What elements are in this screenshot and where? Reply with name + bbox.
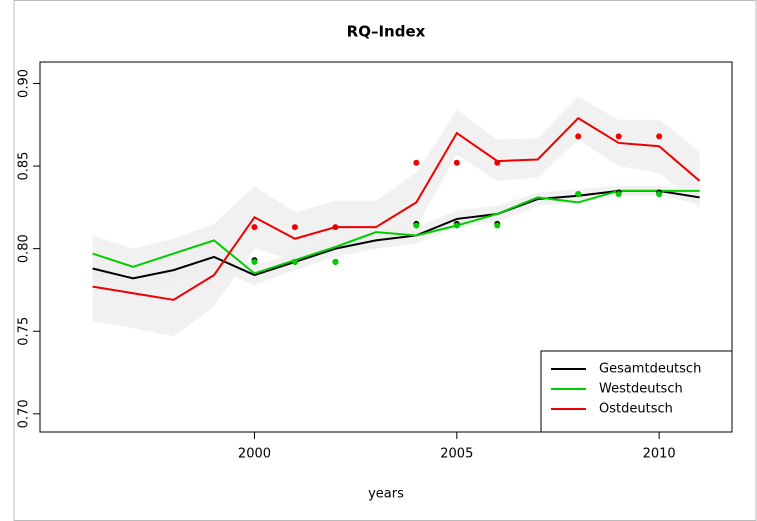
data-point: [575, 133, 582, 140]
data-point: [453, 222, 460, 229]
data-point: [615, 133, 622, 140]
data-point: [332, 258, 339, 265]
y-tick-label: 0.90: [17, 69, 32, 98]
x-tick-label: 2005: [440, 447, 473, 462]
series-line: [92, 189, 700, 280]
data-point: [291, 224, 298, 231]
legend-label: Westdeutsch: [599, 382, 683, 397]
data-point: [575, 191, 582, 198]
data-point: [494, 159, 501, 166]
x-tick-label: 2000: [238, 447, 271, 462]
legend-label: Gesamtdeutsch: [599, 362, 701, 377]
data-point: [291, 258, 298, 265]
data-point: [656, 133, 663, 140]
y-tick-label: 0.80: [17, 234, 32, 263]
data-point: [251, 224, 258, 231]
y-tick-label: 0.75: [17, 317, 32, 346]
data-point: [332, 224, 339, 231]
data-point: [656, 191, 663, 198]
x-axis-label: years: [368, 487, 404, 502]
y-tick-label: 0.85: [17, 152, 32, 181]
chart-title: RQ–Index: [347, 23, 426, 41]
series-line: [92, 189, 700, 275]
series-line: [92, 116, 701, 301]
data-point: [251, 258, 258, 265]
y-tick-label: 0.70: [17, 399, 32, 428]
data-point: [413, 159, 420, 166]
data-point: [494, 222, 501, 229]
x-tick-label: 2010: [643, 447, 676, 462]
legend-label: Ostdeutsch: [599, 402, 673, 417]
data-point: [453, 159, 460, 166]
data-point: [615, 191, 622, 198]
data-point: [413, 222, 420, 229]
legend-box: [540, 350, 733, 433]
plot-box: [39, 61, 733, 433]
confidence-band: [92, 96, 700, 337]
